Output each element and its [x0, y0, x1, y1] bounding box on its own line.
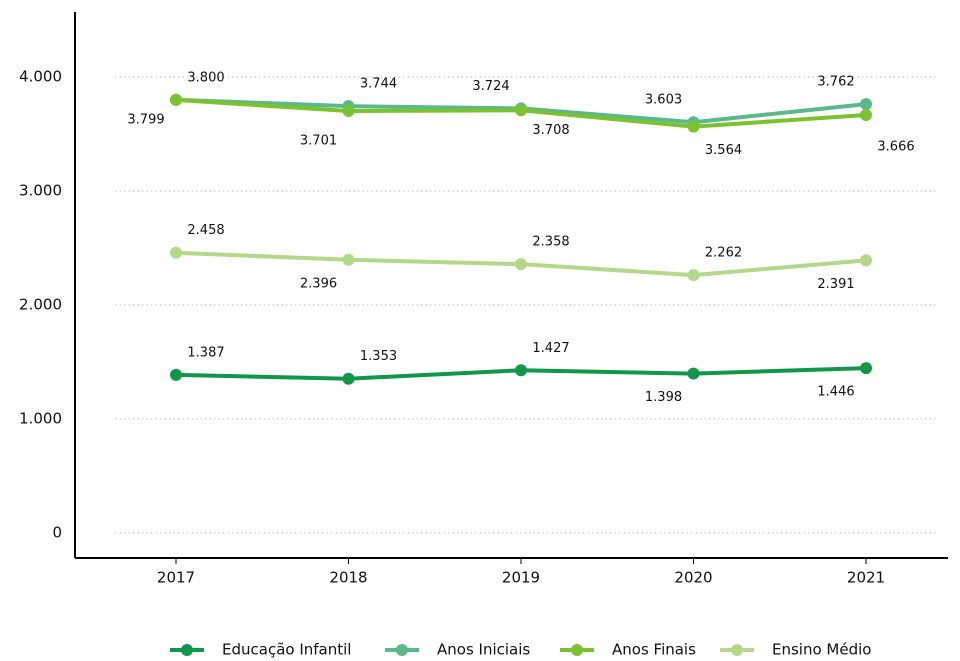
data-label: 1.398: [645, 390, 682, 405]
data-label: 3.564: [705, 143, 742, 158]
data-point: [687, 367, 700, 380]
data-label: 2.396: [300, 276, 337, 291]
x-tick-label: 2017: [157, 569, 195, 587]
data-label: 3.603: [645, 93, 682, 108]
data-point: [687, 269, 700, 282]
x-tick-label: 2020: [674, 569, 712, 587]
data-point: [342, 372, 355, 385]
data-label: 3.666: [877, 140, 914, 155]
data-label: 1.446: [817, 385, 854, 400]
data-label: 2.262: [705, 246, 742, 261]
data-label: 3.724: [472, 79, 509, 94]
legend-marker: [396, 644, 408, 656]
data-label: 3.701: [300, 134, 337, 149]
y-tick-label: 2.000: [19, 295, 62, 313]
data-label: 3.708: [532, 123, 569, 138]
data-label: 2.458: [187, 223, 224, 238]
data-point: [860, 109, 872, 122]
legend-label: Anos Finais: [612, 641, 696, 659]
data-point: [342, 105, 355, 118]
data-label: 3.762: [817, 75, 854, 90]
x-tick-label: 2019: [502, 569, 540, 587]
data-label: 1.353: [360, 349, 397, 364]
data-label: 3.744: [360, 77, 397, 92]
legend-label: Educação Infantil: [222, 641, 351, 659]
data-point: [170, 93, 182, 106]
y-tick-label: 4.000: [19, 67, 62, 85]
data-point: [170, 368, 182, 381]
data-point: [515, 104, 527, 117]
legend-marker: [571, 644, 583, 656]
data-label: 1.427: [532, 341, 569, 356]
data-point: [860, 254, 872, 267]
data-point: [515, 258, 527, 271]
legend-marker: [181, 644, 193, 656]
data-label: 1.387: [187, 345, 224, 360]
y-tick-label: 1.000: [19, 409, 62, 427]
data-point: [860, 98, 872, 111]
data-point: [170, 246, 182, 259]
legend-label: Anos Iniciais: [437, 641, 530, 659]
x-tick-label: 2021: [847, 569, 885, 587]
data-label: 2.358: [532, 235, 569, 250]
data-point: [687, 120, 700, 133]
data-point: [515, 364, 527, 377]
data-label: 3.799: [127, 112, 164, 127]
legend-marker: [731, 644, 743, 656]
legend-label: Ensino Médio: [772, 641, 871, 659]
x-tick-label: 2018: [329, 569, 367, 587]
data-point: [342, 253, 355, 266]
y-tick-label: 0: [52, 523, 62, 541]
y-tick-label: 3.000: [19, 181, 62, 199]
data-point: [860, 362, 872, 375]
data-label: 2.391: [817, 277, 854, 292]
data-label: 3.800: [187, 70, 224, 85]
